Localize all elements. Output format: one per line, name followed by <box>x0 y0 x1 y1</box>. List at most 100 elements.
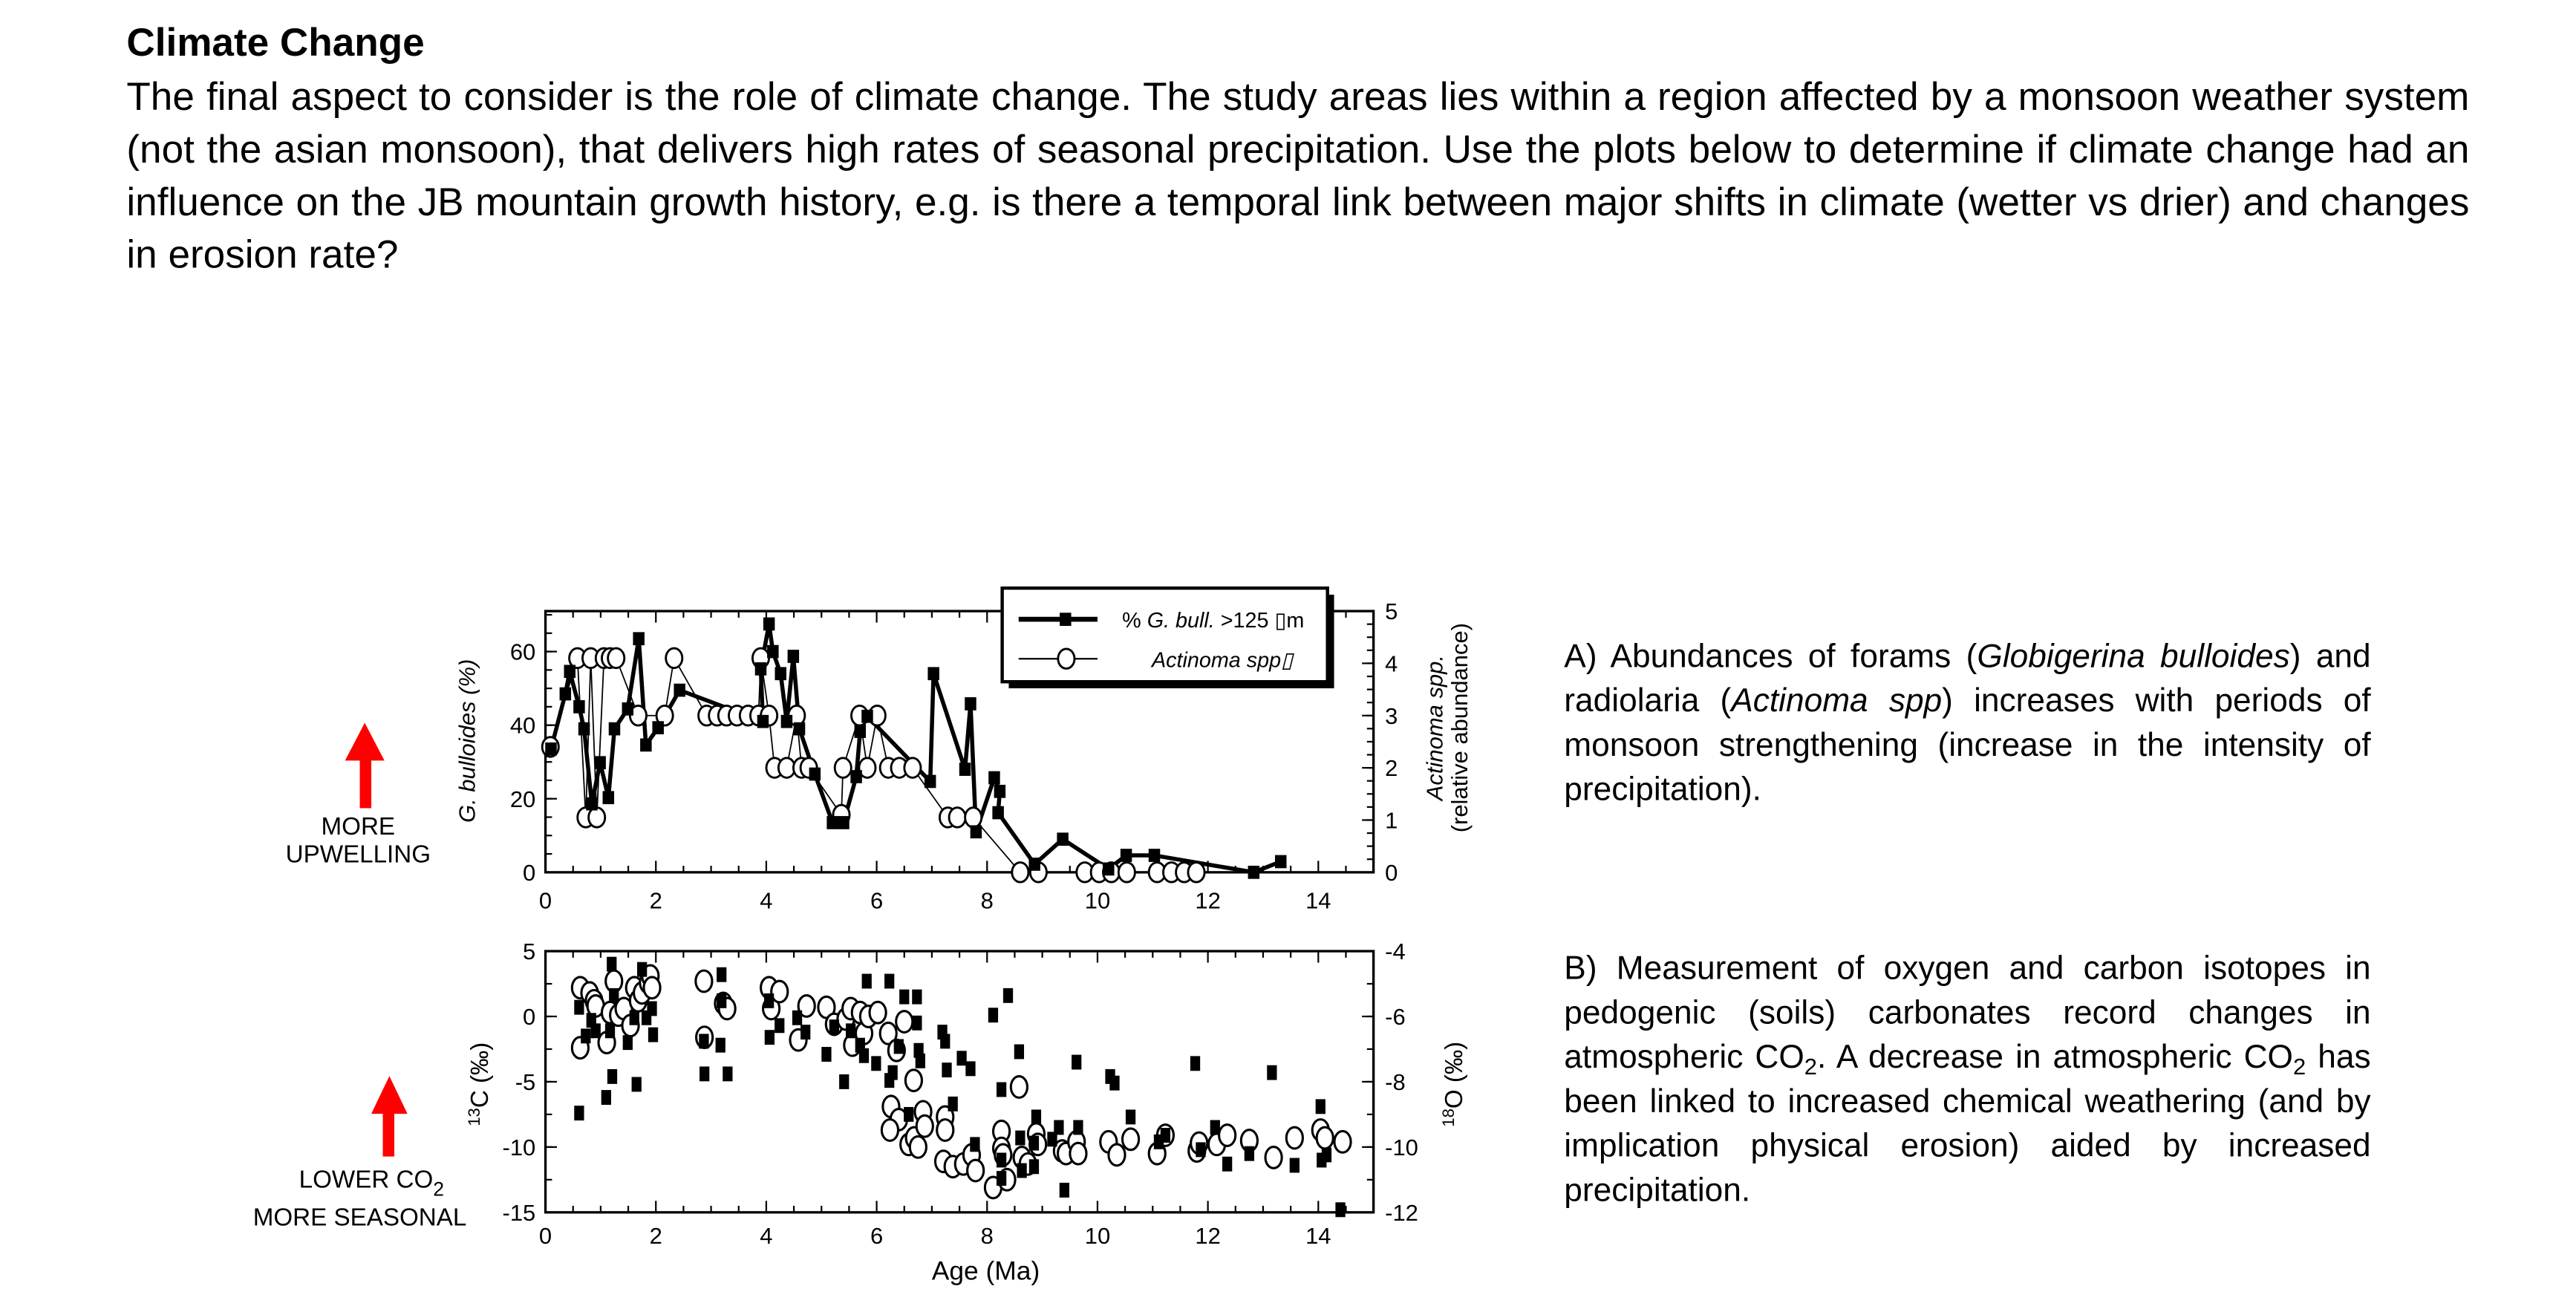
open-circle-point <box>1315 1126 1334 1150</box>
chart-b-y-tick-label: -5 <box>515 1069 536 1095</box>
filled-square-point <box>1210 1120 1220 1135</box>
chart-a-y2-tick-label: 2 <box>1385 755 1398 781</box>
chart-b-y2label-text: O (‰) <box>1441 1042 1468 1109</box>
caption-b: B) Measurement of oxygen and carbon isot… <box>1564 948 2370 1214</box>
chart-a-y2-tick-label: 1 <box>1385 808 1398 834</box>
gbull-point <box>850 770 862 783</box>
filled-square-point <box>574 999 584 1015</box>
chart-a-y-tick-label: 0 <box>523 860 535 886</box>
open-circle-point <box>770 979 789 1004</box>
open-circle-point <box>915 1114 934 1138</box>
open-circle-point <box>878 1021 898 1045</box>
up-arrow-icon <box>345 722 385 809</box>
open-circle-point <box>1107 1143 1126 1167</box>
filled-square-point <box>1267 1065 1277 1080</box>
open-circle-point <box>868 1000 887 1025</box>
filled-square-point <box>956 1051 967 1066</box>
gbull-point <box>1028 858 1040 871</box>
chart-a-x-tick-label: 6 <box>870 888 883 914</box>
filled-square-point <box>601 1090 611 1105</box>
legend-label-part: G. bull. <box>1147 609 1215 633</box>
filled-square-point <box>996 1171 1007 1186</box>
filled-square-point <box>637 962 648 977</box>
gbull-point <box>927 667 939 681</box>
actinoma-point <box>628 705 648 727</box>
chart-b: 0 2 4 6 8 10 12 14 -15 -10 -5 0 5 -12 -10 -8 -6 -4 <box>503 939 1418 1249</box>
gbull-point <box>586 797 598 811</box>
gbull-point <box>594 756 606 770</box>
actinoma-point <box>948 806 967 829</box>
gbull-point <box>965 697 976 711</box>
chart-a-x-tick-label: 2 <box>650 888 662 914</box>
actinoma-point <box>587 806 607 829</box>
chart-a-ylabel: G. bulloides (%) <box>454 659 480 823</box>
chart-a-y-tick-label: 20 <box>510 786 535 812</box>
gbull-point <box>652 721 664 734</box>
gbull-point <box>861 709 873 723</box>
filled-square-point <box>1109 1075 1120 1091</box>
open-circle-point <box>1009 1075 1028 1099</box>
filled-square-point <box>996 1082 1007 1097</box>
chart-a-x-tick-label: 8 <box>981 888 994 914</box>
filled-square-point <box>846 1023 856 1039</box>
open-circle-point <box>880 1118 900 1142</box>
filled-square-point <box>1028 1159 1040 1175</box>
gbull-point <box>602 791 615 805</box>
filled-square-point <box>1031 1109 1042 1125</box>
caption-a-taxon-1: Globigerina bulloides <box>1977 639 2290 676</box>
gbull-point <box>988 771 1000 785</box>
filled-square-point <box>904 1106 914 1122</box>
filled-square-point <box>1028 1135 1040 1151</box>
filled-square-point <box>1017 1163 1027 1178</box>
caption-b-text: has been linked to increased chemical we… <box>1564 1039 2371 1210</box>
filled-square-point <box>648 1027 659 1042</box>
chart-b-xlabel: Age (Ma) <box>932 1256 1040 1286</box>
filled-square-point <box>1073 1120 1083 1135</box>
filled-square-point <box>1072 1054 1082 1070</box>
gbull-point <box>559 687 572 701</box>
filled-square-point <box>940 1034 950 1049</box>
gbull-point <box>767 644 779 659</box>
gbull-point <box>545 742 557 756</box>
chart-b-y2-tick-label: -4 <box>1385 939 1406 964</box>
gbull-point <box>757 714 769 728</box>
chart-b-x-tick-label: 2 <box>650 1223 662 1249</box>
caption-a-taxon-2: Actinoma spp <box>1731 683 1943 720</box>
filled-square-point <box>915 1053 925 1068</box>
gbull-point <box>1148 849 1161 862</box>
chart-a-y2-tick-label: 4 <box>1385 650 1398 676</box>
gbull-point <box>1275 855 1287 869</box>
chart-b-y-tick-label: -10 <box>503 1135 536 1161</box>
gbull-point <box>994 784 1006 798</box>
filled-square-point <box>1321 1147 1332 1163</box>
filled-square-point <box>1244 1146 1255 1161</box>
open-circle-point <box>1218 1123 1237 1147</box>
filled-square-point <box>871 1056 881 1071</box>
filled-square-point <box>607 1068 618 1084</box>
filled-square-point <box>574 1106 584 1121</box>
filled-square-point <box>607 956 617 972</box>
chart-b-y2-tick-label: -12 <box>1385 1200 1418 1226</box>
legend-circle-marker <box>1057 647 1076 670</box>
chart-a-y-tick-label: 40 <box>510 713 535 739</box>
chart-b-x-tick-label: 12 <box>1195 1223 1220 1249</box>
gbull-point <box>578 722 590 736</box>
filled-square-point <box>764 1030 775 1045</box>
open-circle-point <box>966 1158 985 1183</box>
filled-square-point <box>829 1019 839 1035</box>
filled-square-point <box>912 1015 922 1031</box>
chart-b-x-tick-label: 6 <box>870 1223 883 1249</box>
legend-square-marker <box>1060 613 1072 626</box>
gbull-point <box>1120 849 1132 862</box>
gbull-point <box>959 763 971 776</box>
legend-label-gbull: % G. bull. >125 ▯m <box>1122 609 1304 633</box>
chart-b-x-tick-label: 4 <box>760 1223 772 1249</box>
gbull-point <box>826 816 838 829</box>
co2-label-line1: LOWER CO2 <box>299 1166 444 1201</box>
open-circle-point <box>1069 1141 1088 1166</box>
filled-square-point <box>717 993 727 1008</box>
chart-b-x-tick-label: 8 <box>981 1223 994 1249</box>
open-circle-point <box>1121 1127 1141 1152</box>
gbull-point <box>622 702 634 716</box>
